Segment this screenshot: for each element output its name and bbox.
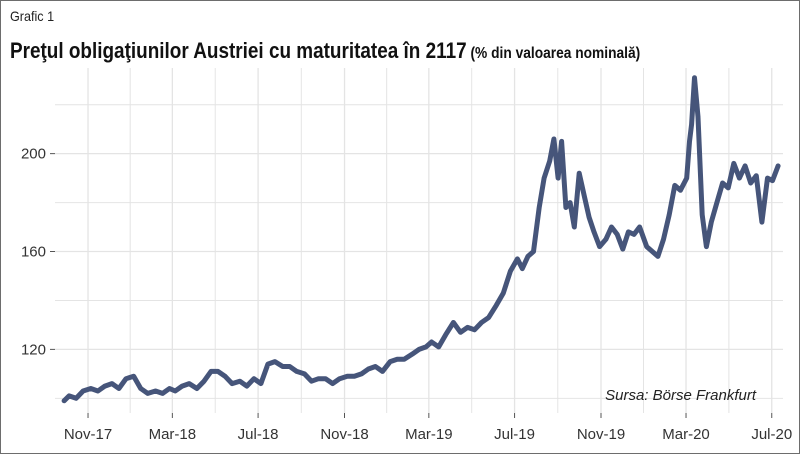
chart-unit-text: (% din valoarea nominală) (470, 45, 641, 62)
x-tick-label: Nov-17 (64, 426, 112, 443)
x-tick-label: Jul-20 (751, 426, 792, 443)
y-tick-label: 160 (21, 244, 46, 261)
x-tick-label: Nov-18 (320, 426, 368, 443)
chart-title-text: Preţul obligaţiunilor Austriei cu maturi… (10, 38, 467, 63)
price-line (61, 75, 781, 404)
x-tick-label: Mar-20 (662, 426, 710, 443)
x-tick-label: Jul-19 (494, 426, 535, 443)
series-group (61, 75, 781, 404)
x-tick-label: Mar-19 (405, 426, 453, 443)
y-tick-label: 200 (21, 146, 46, 163)
x-tick-label: Mar-18 (149, 426, 197, 443)
source-note: Sursa: Börse Frankfurt (605, 387, 757, 404)
chart-number-label: Grafic 1 (10, 8, 55, 24)
grid (55, 68, 783, 413)
x-tick-label: Nov-19 (577, 426, 625, 443)
y-tick-label: 120 (21, 341, 46, 358)
x-tick-label: Jul-18 (238, 426, 279, 443)
chart-title: Preţul obligaţiunilor Austriei cu maturi… (10, 38, 640, 64)
axes: Nov-17 Mar-18 Jul-18 Nov-18 Mar-19 Jul-19 Nov-… (21, 146, 792, 443)
